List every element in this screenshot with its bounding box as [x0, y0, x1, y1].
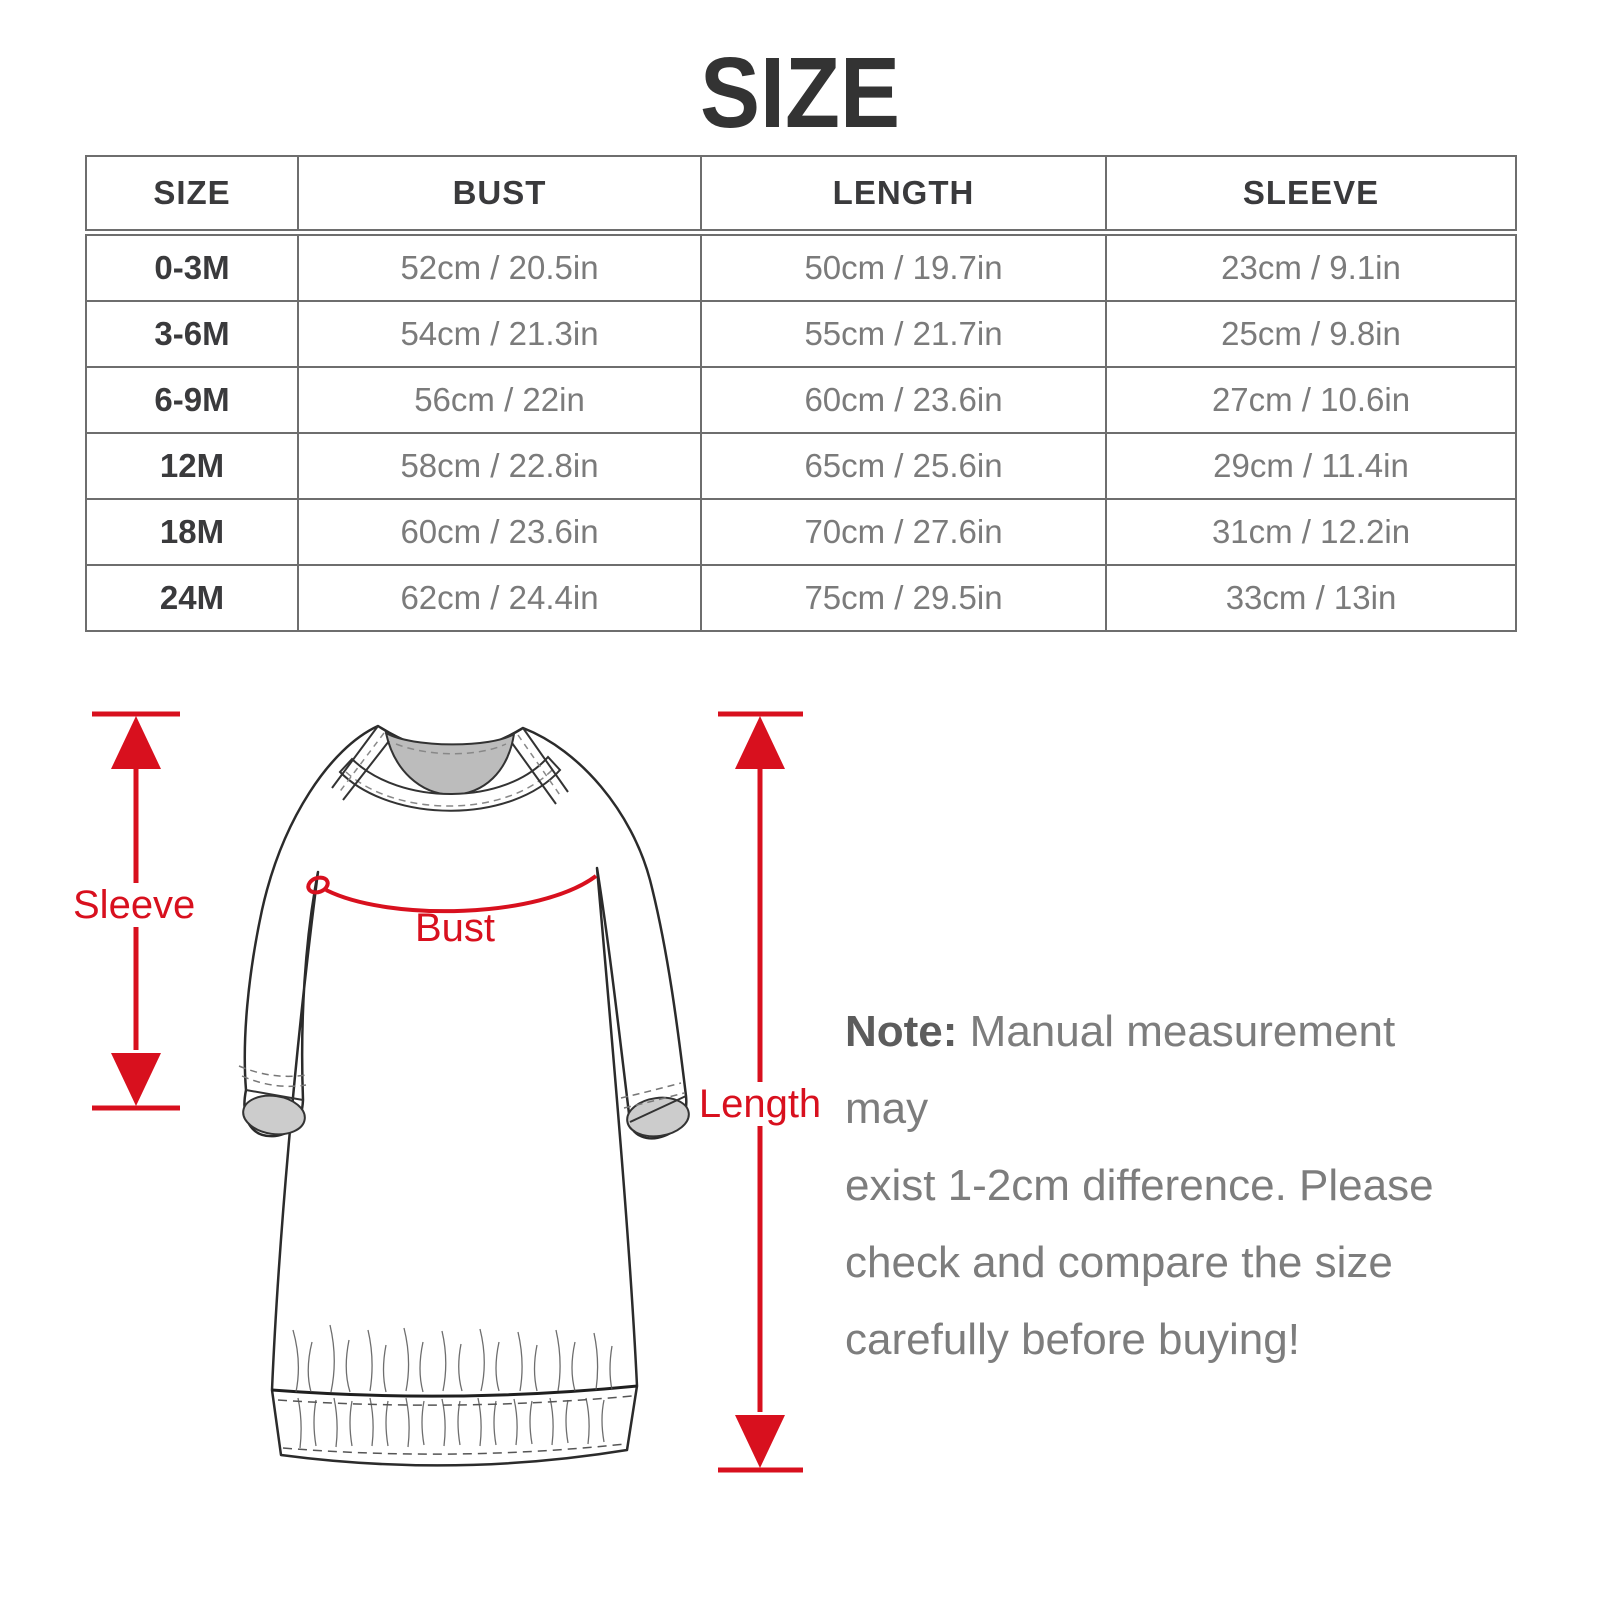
garment-outline	[243, 724, 688, 1467]
size-cell: 0-3M	[85, 231, 299, 302]
size-table: SIZE BUST LENGTH SLEEVE 0-3M 52cm / 20.5…	[85, 155, 1517, 632]
bust-cell: 60cm / 23.6in	[297, 498, 702, 566]
length-cell: 65cm / 25.6in	[700, 432, 1107, 500]
note-label: Note:	[845, 1007, 958, 1056]
bust-cell: 52cm / 20.5in	[297, 231, 702, 302]
length-cell: 50cm / 19.7in	[700, 231, 1107, 302]
bust-cell: 62cm / 24.4in	[297, 564, 702, 632]
sleeve-cell: 31cm / 12.2in	[1105, 498, 1517, 566]
page-title: SIZE	[699, 37, 901, 149]
bust-cell: 56cm / 22in	[297, 366, 702, 434]
table-header-row: SIZE BUST LENGTH SLEEVE	[85, 155, 1517, 236]
neck-band	[338, 755, 562, 812]
hem-band	[271, 1324, 638, 1455]
right-cuff	[620, 1082, 690, 1138]
bust-cell: 54cm / 21.3in	[297, 300, 702, 368]
table-row: 18M 60cm / 23.6in 70cm / 27.6in 31cm / 1…	[85, 498, 1517, 566]
table-row: 24M 62cm / 24.4in 75cm / 29.5in 33cm / 1…	[85, 564, 1517, 632]
column-header-size: SIZE	[85, 155, 299, 236]
sleeve-cell: 29cm / 11.4in	[1105, 432, 1517, 500]
length-cell: 75cm / 29.5in	[700, 564, 1107, 632]
size-cell: 12M	[85, 432, 299, 500]
size-cell: 18M	[85, 498, 299, 566]
size-cell: 6-9M	[85, 366, 299, 434]
size-cell: 24M	[85, 564, 299, 632]
sleeve-label: Sleeve	[73, 883, 196, 927]
length-cell: 55cm / 21.7in	[700, 300, 1107, 368]
size-cell: 3-6M	[85, 300, 299, 368]
note-text: Note: Manual measurement may exist 1-2cm…	[845, 993, 1460, 1378]
table-row: 12M 58cm / 22.8in 65cm / 25.6in 29cm / 1…	[85, 432, 1517, 500]
note-line: check and compare the size	[845, 1238, 1393, 1287]
sleeve-cell: 25cm / 9.8in	[1105, 300, 1517, 368]
bust-line	[306, 874, 598, 914]
sleeve-cell: 27cm / 10.6in	[1105, 366, 1517, 434]
column-header-length: LENGTH	[700, 155, 1107, 236]
cuff-seams	[245, 1089, 687, 1123]
note-line: carefully before buying!	[845, 1315, 1300, 1364]
column-header-bust: BUST	[297, 155, 702, 236]
sleeve-cell: 33cm / 13in	[1105, 564, 1517, 632]
neckline	[331, 725, 569, 812]
length-cell: 70cm / 27.6in	[700, 498, 1107, 566]
neck-inner-panel	[384, 731, 516, 797]
table-row: 0-3M 52cm / 20.5in 50cm / 19.7in 23cm / …	[85, 231, 1517, 302]
bust-cell: 58cm / 22.8in	[297, 432, 702, 500]
note-line: exist 1-2cm difference. Please	[845, 1161, 1434, 1210]
table-row: 6-9M 56cm / 22in 60cm / 23.6in 27cm / 10…	[85, 366, 1517, 434]
note-line: Note: Manual measurement may	[845, 993, 1460, 1147]
sleeve-cell: 23cm / 9.1in	[1105, 231, 1517, 302]
length-cell: 60cm / 23.6in	[700, 366, 1107, 434]
length-label: Length	[698, 1082, 822, 1126]
table-row: 3-6M 54cm / 21.3in 55cm / 21.7in 25cm / …	[85, 300, 1517, 368]
bust-label: Bust	[414, 906, 496, 950]
column-header-sleeve: SLEEVE	[1105, 155, 1517, 236]
note-line-text: Manual measurement may	[845, 1007, 1396, 1133]
